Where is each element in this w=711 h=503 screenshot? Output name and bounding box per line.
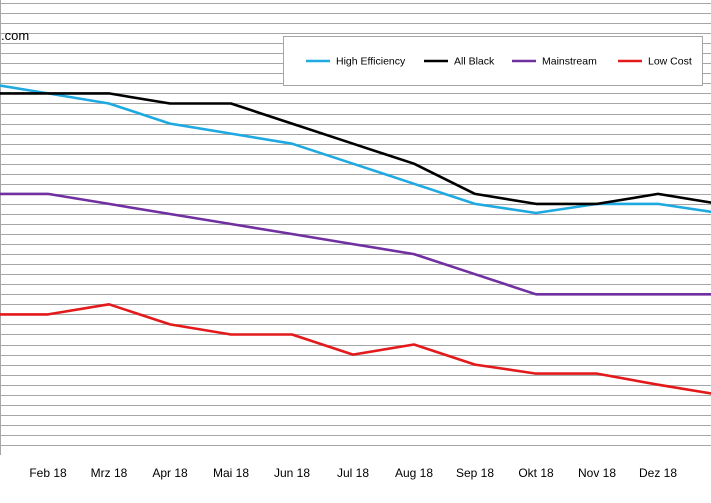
x-tick-label: Nov 18 xyxy=(578,466,616,480)
x-tick-label: Jun 18 xyxy=(274,466,310,480)
x-tick-label: Jul 18 xyxy=(337,466,369,480)
series-line-high-efficiency xyxy=(0,84,711,215)
x-tick-label: Mrz 18 xyxy=(91,466,128,480)
gridlines xyxy=(0,3,711,446)
x-tick-label: Dez 18 xyxy=(639,466,677,480)
x-tick-label: Okt 18 xyxy=(518,466,554,480)
x-tick-label: Apr 18 xyxy=(152,466,188,480)
x-tick-label: Sep 18 xyxy=(456,466,494,480)
legend: High Efficiency All Black Mainstream Low Co… xyxy=(283,36,703,86)
x-tick-label: Feb 18 xyxy=(29,466,67,480)
legend-label: Low Cost xyxy=(648,56,692,68)
series-lines xyxy=(0,84,711,395)
series-line-low-cost xyxy=(0,302,711,395)
series-line-mainstream xyxy=(0,192,711,296)
series-line-all-black xyxy=(0,92,711,206)
watermark-text: .com xyxy=(1,28,29,43)
legend-label: All Black xyxy=(454,56,495,68)
legend-label: Mainstream xyxy=(542,56,597,68)
legend-label: High Efficiency xyxy=(336,56,406,68)
x-tick-label: Aug 18 xyxy=(395,466,433,480)
x-tick-label: Mai 18 xyxy=(213,466,249,480)
